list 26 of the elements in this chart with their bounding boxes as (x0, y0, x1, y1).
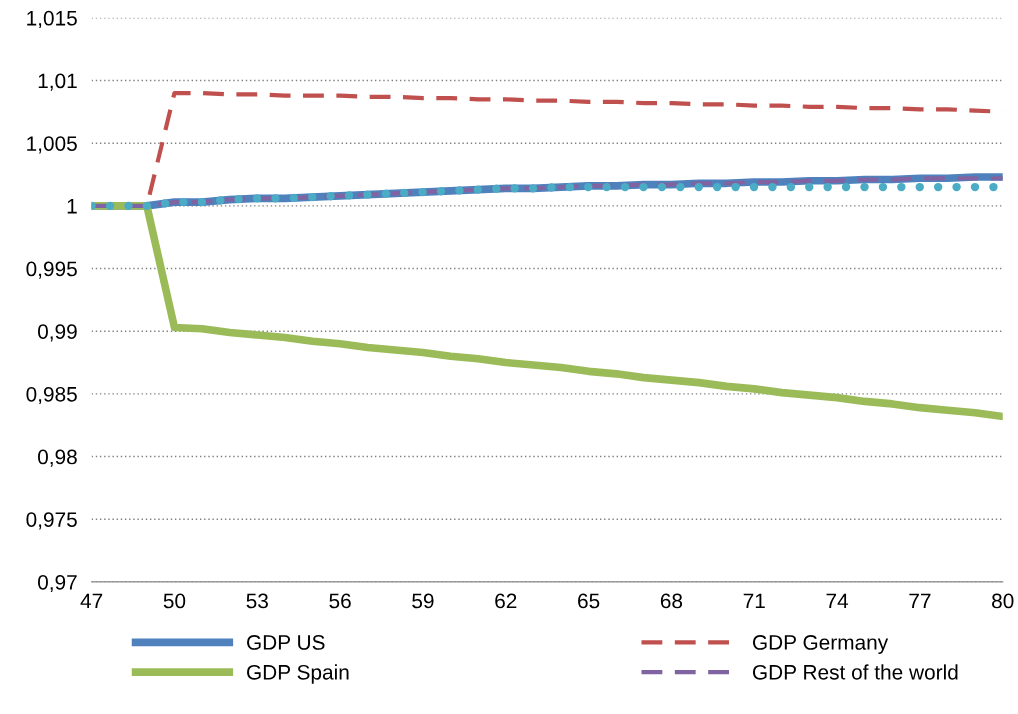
legend-label: GDP Germany (752, 635, 889, 654)
legend-label: GDP Rest of the world (752, 664, 958, 680)
x-tick-label: 47 (80, 593, 103, 609)
x-tick-label: 53 (246, 593, 268, 609)
x-tick-label: 74 (826, 593, 849, 609)
x-tick-label: 71 (743, 593, 765, 609)
y-tick-label: 0,985 (26, 386, 77, 405)
x-tick-label: 62 (495, 593, 517, 609)
y-tick-label: 0,98 (38, 449, 77, 467)
legend-label: GDP Spain (247, 664, 349, 684)
x-tick-label: 77 (909, 593, 931, 609)
y-tick-label: 0,97 (38, 574, 77, 593)
y-tick-label: 0,995 (26, 261, 77, 279)
x-tick-label: 68 (660, 593, 683, 609)
x-tick-label: 56 (329, 593, 351, 609)
y-tick-label: 1,005 (27, 136, 77, 154)
legend-label: GDP US (247, 635, 325, 650)
x-tick-label: 65 (578, 593, 600, 609)
y-tick-label: 0,99 (38, 324, 77, 342)
y-tick-label: 0,975 (26, 512, 77, 530)
y-tick-label: 1,015 (27, 10, 77, 29)
x-tick-label: 59 (412, 593, 434, 609)
x-tick-label: 50 (163, 593, 186, 609)
y-tick-label: 1 (67, 199, 77, 214)
x-tick-label: 80 (992, 593, 1014, 609)
y-tick-label: 1,01 (38, 73, 77, 91)
